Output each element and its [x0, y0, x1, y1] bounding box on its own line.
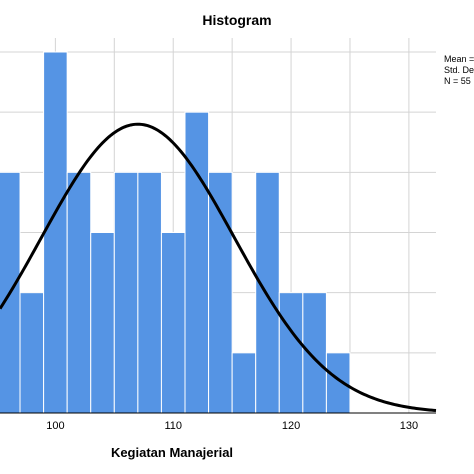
histogram-bars — [0, 51, 351, 414]
x-tick-labels: 100 110 120 130 — [46, 420, 418, 432]
x-tick-label: 130 — [400, 420, 418, 432]
histogram-bar — [278, 292, 304, 414]
x-tick-label: 100 — [46, 420, 64, 432]
histogram-bar — [302, 292, 327, 414]
histogram-bar — [184, 111, 210, 414]
normal-curve — [0, 122, 437, 413]
stat-std-dev: Std. Dev — [444, 65, 474, 75]
x-tick-label: 110 — [164, 420, 182, 432]
chart-title: Histogram — [202, 12, 271, 28]
histogram-bar — [255, 171, 280, 414]
histogram-bar — [208, 171, 233, 414]
stat-n: N = 55 — [444, 76, 471, 86]
histogram-bar — [325, 352, 351, 414]
histogram-bar — [90, 232, 115, 414]
stat-mean: Mean = — [444, 54, 474, 64]
x-tick-label: 120 — [282, 420, 300, 432]
stats-box: Mean = Std. Dev N = 55 — [444, 54, 474, 86]
histogram-bar — [160, 232, 186, 414]
histogram-bar — [19, 292, 45, 414]
x-axis-label: Kegiatan Manajerial — [111, 445, 233, 460]
histogram-bar — [113, 171, 139, 414]
histogram-bar — [43, 51, 68, 414]
histogram-bar — [137, 171, 162, 414]
histogram-bar — [66, 171, 92, 414]
histogram-bar — [231, 352, 257, 414]
